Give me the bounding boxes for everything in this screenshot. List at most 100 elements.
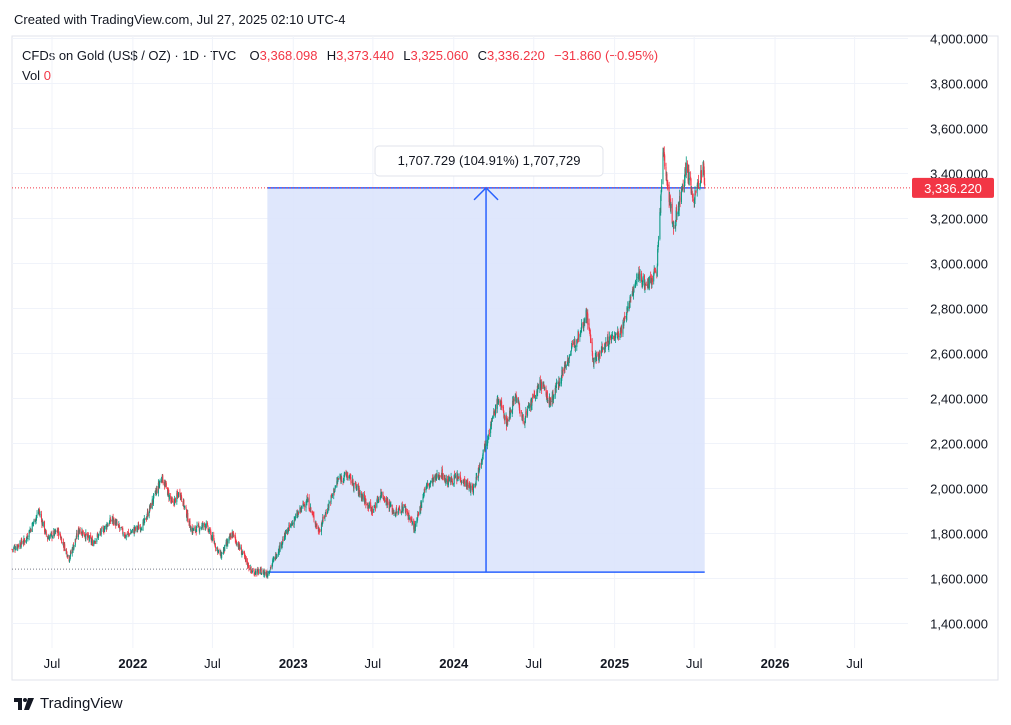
legend-vol-label[interactable]: Vol bbox=[22, 68, 41, 83]
candle-body bbox=[171, 500, 173, 502]
candle-body bbox=[73, 544, 75, 549]
tradingview-logo-icon bbox=[14, 697, 34, 710]
candle-body bbox=[577, 338, 579, 340]
candle-body bbox=[645, 283, 647, 285]
candle-body bbox=[424, 488, 426, 490]
candle-body bbox=[39, 513, 41, 515]
candle-body bbox=[176, 492, 178, 496]
y-tick-label: 2,400.000 bbox=[930, 392, 988, 407]
candle-body bbox=[547, 400, 549, 401]
legend-symbol[interactable]: CFDs on Gold (US$ / OZ) · 1D · TVC bbox=[22, 48, 237, 63]
candle-body bbox=[470, 485, 472, 492]
candle-body bbox=[553, 396, 555, 400]
candle-body bbox=[704, 183, 706, 186]
candle-body bbox=[467, 481, 469, 488]
candle-body bbox=[21, 538, 23, 544]
x-tick-label: Jul bbox=[365, 656, 382, 671]
candle-body bbox=[378, 498, 380, 500]
candle-body bbox=[478, 468, 480, 472]
candle-body bbox=[242, 551, 244, 553]
candle-body bbox=[522, 414, 524, 423]
candle-body bbox=[679, 197, 681, 201]
candle-body bbox=[379, 498, 381, 500]
candle-body bbox=[79, 529, 81, 534]
candle-body bbox=[26, 536, 28, 539]
candle-body bbox=[30, 529, 32, 532]
candle-body bbox=[183, 499, 185, 507]
chart-legend: CFDs on Gold (US$ / OZ) · 1D · TVC O3,36… bbox=[22, 46, 658, 86]
candle-body bbox=[22, 542, 24, 544]
price-axis[interactable]: 1,400.000 1,600.000 1,800.000 2,000.000 2,20… bbox=[930, 32, 988, 632]
candle-body bbox=[208, 529, 210, 532]
candle-body bbox=[682, 185, 684, 187]
candle-body bbox=[272, 560, 274, 564]
candle-body bbox=[103, 531, 105, 533]
price-range-measure[interactable] bbox=[267, 186, 705, 573]
candle-body bbox=[448, 476, 450, 482]
legend-change: −31.860 (−0.95%) bbox=[554, 48, 659, 63]
candle-body bbox=[699, 183, 701, 187]
y-tick-label: 3,000.000 bbox=[930, 257, 988, 272]
candle-body bbox=[411, 521, 413, 524]
candle-body bbox=[144, 518, 146, 520]
candle-body bbox=[282, 539, 284, 541]
candle-body bbox=[162, 481, 164, 484]
candle-body bbox=[672, 222, 674, 224]
time-axis[interactable]: Jul 2022 Jul 2023 Jul 2024 Jul 2025 Jul 2026 Jul bbox=[44, 656, 863, 671]
candle-body bbox=[319, 530, 321, 532]
candle-body bbox=[302, 502, 304, 506]
candle-body bbox=[276, 557, 278, 558]
candle-body bbox=[608, 336, 610, 345]
candle-body bbox=[669, 197, 671, 200]
candle-body bbox=[425, 486, 427, 491]
y-tick-label: 3,600.000 bbox=[930, 122, 988, 137]
candle-body bbox=[565, 365, 567, 367]
candle-body bbox=[281, 542, 283, 545]
candle-body bbox=[645, 284, 647, 286]
candle-body bbox=[327, 510, 329, 514]
candle-body bbox=[128, 533, 130, 534]
candle-body bbox=[113, 519, 115, 525]
candle-body bbox=[143, 518, 145, 524]
candle-body bbox=[327, 504, 329, 512]
candle-body bbox=[551, 395, 553, 402]
candle-body bbox=[463, 479, 465, 484]
x-tick-label: Jul bbox=[525, 656, 542, 671]
candle-body bbox=[84, 534, 86, 537]
candle-body bbox=[167, 489, 169, 492]
candle-body bbox=[44, 529, 46, 534]
candle-body bbox=[510, 410, 512, 413]
tradingview-logo[interactable]: TradingView bbox=[14, 695, 123, 712]
candle-body bbox=[133, 528, 135, 534]
candle-body bbox=[24, 540, 26, 543]
candle-body bbox=[440, 476, 442, 477]
candle-body bbox=[317, 527, 319, 532]
candle-body bbox=[95, 541, 97, 543]
x-tick-label: 2025 bbox=[600, 656, 629, 671]
candle-body bbox=[590, 338, 592, 343]
candle-body bbox=[670, 203, 672, 209]
candle-body bbox=[42, 521, 44, 526]
candle-body bbox=[398, 508, 400, 510]
candle-body bbox=[343, 477, 345, 480]
legend-open-value: 3,368.098 bbox=[259, 48, 318, 63]
candle-body bbox=[22, 543, 24, 545]
candle-body bbox=[491, 419, 493, 426]
candle-body bbox=[125, 535, 127, 537]
candle-body bbox=[677, 205, 679, 215]
candle-body bbox=[416, 517, 418, 522]
candle-body bbox=[71, 548, 73, 554]
candle-body bbox=[141, 529, 143, 531]
candle-body bbox=[198, 524, 200, 527]
candle-body bbox=[175, 498, 177, 503]
candle-body bbox=[384, 499, 386, 503]
candle-body bbox=[153, 494, 155, 503]
candle-body bbox=[654, 269, 656, 271]
candle-body bbox=[110, 520, 112, 522]
candle-body bbox=[387, 499, 389, 504]
candle-body bbox=[599, 350, 601, 354]
candle-body bbox=[349, 475, 351, 478]
candle-body bbox=[680, 186, 682, 203]
created-with-text: Created with TradingView.com, Jul 27, 20… bbox=[14, 12, 346, 27]
